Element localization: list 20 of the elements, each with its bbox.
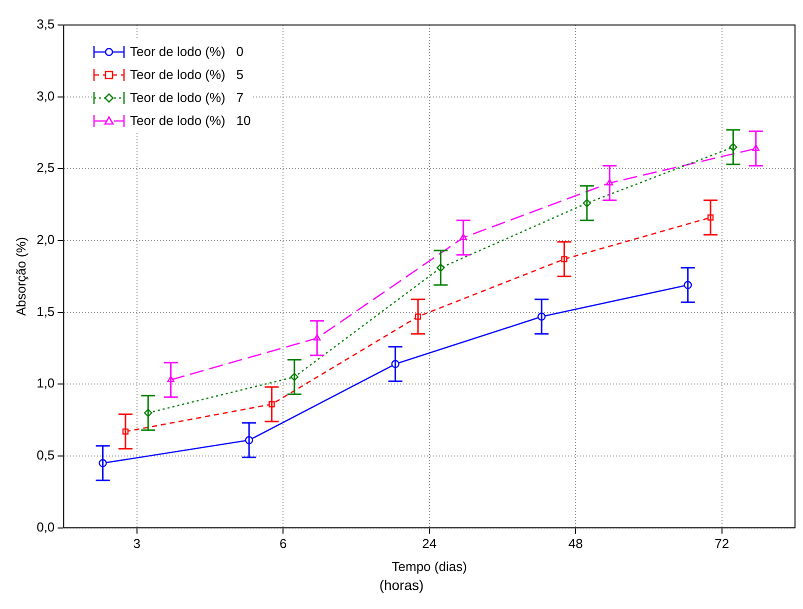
text: (horas) [378,577,425,593]
legend-label: Teor de lodo (%) 0 [130,44,244,59]
x-tick-label: 6 [279,536,287,552]
x-tick-label: 24 [422,536,437,552]
y-tick-label: 0,0 [36,519,55,534]
y-tick-label: 1,0 [36,376,55,391]
y-tick-label: 3,0 [36,88,55,104]
x-axis-title: Tempo (dias) [392,558,467,574]
x-tick-label: 3 [133,536,140,552]
y-tick-label: 2,0 [36,232,55,248]
legend-label: Teor de lodo (%) 10 [130,113,251,128]
y-tick-label: 2,5 [36,160,55,176]
x-tick-label: 48 [568,536,583,552]
y-axis-title: Absorção (%) [13,237,28,316]
legend-label: Teor de lodo (%) 5 [130,67,244,82]
y-tick-label: 1,5 [36,304,55,319]
x-tick-label: 72 [714,536,730,552]
y-tick-label: 0,5 [36,448,55,463]
y-tick-label: 3,5 [36,16,55,32]
legend-label: Teor de lodo (%) 7 [130,90,244,105]
